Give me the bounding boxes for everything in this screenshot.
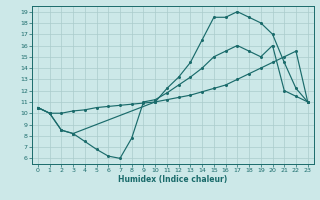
X-axis label: Humidex (Indice chaleur): Humidex (Indice chaleur) — [118, 175, 228, 184]
